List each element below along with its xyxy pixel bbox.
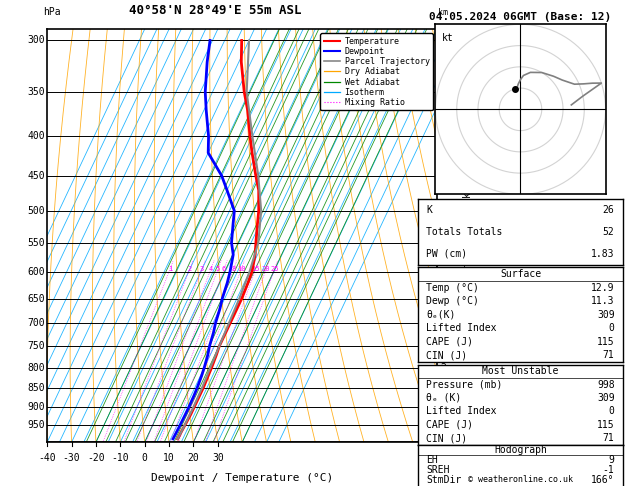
Text: Most Unstable: Most Unstable <box>482 366 559 376</box>
Text: 500: 500 <box>28 206 45 216</box>
Text: PW (cm): PW (cm) <box>426 249 467 259</box>
Text: 26: 26 <box>603 205 615 215</box>
Text: 3: 3 <box>440 318 446 328</box>
Text: 2: 2 <box>187 266 192 272</box>
Text: 5: 5 <box>440 206 446 216</box>
Text: 309: 309 <box>597 393 615 403</box>
Text: 300: 300 <box>28 35 45 46</box>
Text: 350: 350 <box>28 87 45 97</box>
Text: Pressure (mb): Pressure (mb) <box>426 380 503 390</box>
Text: -1: -1 <box>603 465 615 475</box>
Text: 309: 309 <box>597 310 615 320</box>
Text: 950: 950 <box>28 420 45 430</box>
Text: Lifted Index: Lifted Index <box>426 406 497 417</box>
Text: 71: 71 <box>603 350 615 360</box>
Text: 8: 8 <box>231 266 236 272</box>
Text: 5: 5 <box>216 266 220 272</box>
Text: 1: 1 <box>440 402 446 412</box>
Text: 20: 20 <box>262 266 270 272</box>
Text: 0: 0 <box>609 406 615 417</box>
Text: 600: 600 <box>28 267 45 277</box>
Text: 2: 2 <box>440 363 446 373</box>
Text: 700: 700 <box>28 318 45 328</box>
Text: -20: -20 <box>87 452 105 463</box>
Text: 15: 15 <box>252 266 260 272</box>
Text: 115: 115 <box>597 419 615 430</box>
Text: 6: 6 <box>440 171 446 181</box>
Text: 750: 750 <box>28 341 45 351</box>
Text: Mixing Ratio (g/kg): Mixing Ratio (g/kg) <box>464 180 474 292</box>
Text: 166°: 166° <box>591 475 615 486</box>
Text: 400: 400 <box>28 132 45 141</box>
Text: 9: 9 <box>609 455 615 465</box>
Text: 8: 8 <box>440 87 446 97</box>
Text: CAPE (J): CAPE (J) <box>426 419 474 430</box>
Text: EH: EH <box>426 455 438 465</box>
Text: K: K <box>426 205 432 215</box>
Text: LCL: LCL <box>438 434 453 443</box>
Text: Lifted Index: Lifted Index <box>426 323 497 333</box>
Text: 998: 998 <box>597 380 615 390</box>
Text: θₑ(K): θₑ(K) <box>426 310 456 320</box>
Text: 3: 3 <box>200 266 204 272</box>
Text: -40: -40 <box>38 452 56 463</box>
Text: CAPE (J): CAPE (J) <box>426 337 474 347</box>
Text: 25: 25 <box>270 266 279 272</box>
Text: 900: 900 <box>28 402 45 412</box>
Text: 40°58'N 28°49'E 55m ASL: 40°58'N 28°49'E 55m ASL <box>128 4 301 17</box>
Text: θₑ (K): θₑ (K) <box>426 393 462 403</box>
Text: ASL: ASL <box>435 34 450 42</box>
Text: 450: 450 <box>28 171 45 181</box>
Text: CIN (J): CIN (J) <box>426 433 467 443</box>
Text: 30: 30 <box>212 452 224 463</box>
Text: hPa: hPa <box>43 7 61 17</box>
Text: 800: 800 <box>28 363 45 373</box>
Text: -10: -10 <box>111 452 129 463</box>
Text: 0: 0 <box>142 452 148 463</box>
Text: SREH: SREH <box>426 465 450 475</box>
Text: 12.9: 12.9 <box>591 282 615 293</box>
Text: 7: 7 <box>440 132 446 141</box>
Text: Dewpoint / Temperature (°C): Dewpoint / Temperature (°C) <box>151 473 333 483</box>
Text: © weatheronline.co.uk: © weatheronline.co.uk <box>468 474 573 484</box>
Text: 71: 71 <box>603 433 615 443</box>
Text: 6: 6 <box>222 266 226 272</box>
Text: km: km <box>438 8 448 17</box>
Text: Surface: Surface <box>500 269 541 279</box>
Text: 52: 52 <box>603 227 615 237</box>
Text: StmDir: StmDir <box>426 475 462 486</box>
Text: Hodograph: Hodograph <box>494 445 547 455</box>
Text: 1: 1 <box>168 266 172 272</box>
Text: 10: 10 <box>163 452 175 463</box>
Legend: Temperature, Dewpoint, Parcel Trajectory, Dry Adiabat, Wet Adiabat, Isotherm, Mi: Temperature, Dewpoint, Parcel Trajectory… <box>321 34 433 110</box>
Text: CIN (J): CIN (J) <box>426 350 467 360</box>
Text: Dewp (°C): Dewp (°C) <box>426 296 479 306</box>
Text: 1.83: 1.83 <box>591 249 615 259</box>
Text: 9: 9 <box>440 35 446 46</box>
Text: Totals Totals: Totals Totals <box>426 227 503 237</box>
Text: 4: 4 <box>440 267 446 277</box>
Text: 115: 115 <box>597 337 615 347</box>
Text: -30: -30 <box>63 452 81 463</box>
Text: 650: 650 <box>28 294 45 303</box>
Text: 10: 10 <box>237 266 245 272</box>
Text: Temp (°C): Temp (°C) <box>426 282 479 293</box>
Text: 550: 550 <box>28 238 45 248</box>
Text: 04.05.2024 06GMT (Base: 12): 04.05.2024 06GMT (Base: 12) <box>430 12 611 22</box>
Text: 4: 4 <box>209 266 213 272</box>
Text: kt: kt <box>442 33 454 43</box>
Text: 11.3: 11.3 <box>591 296 615 306</box>
Text: 850: 850 <box>28 383 45 393</box>
Text: 0: 0 <box>609 323 615 333</box>
Text: 20: 20 <box>187 452 199 463</box>
